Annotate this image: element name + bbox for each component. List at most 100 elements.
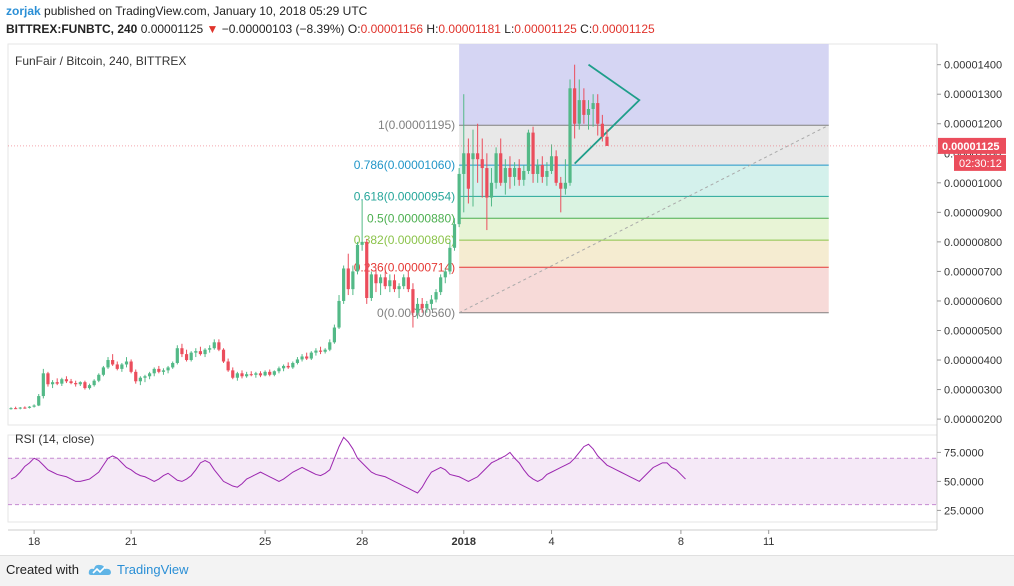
candle-body [471, 153, 475, 160]
price-tick-label: 0.00000400 [944, 355, 1002, 367]
candle-body [64, 379, 69, 382]
candle-body [605, 136, 609, 146]
last-price-badge-label: 0.00001125 [942, 141, 1000, 153]
candle-body [586, 108, 591, 115]
chart-title: FunFair / Bitcoin, 240, BITTREX [15, 54, 186, 68]
open-value: 0.00001156 [360, 22, 424, 36]
price-tick-label: 0.00000800 [944, 237, 1002, 249]
chart-area[interactable]: 1(0.00001195) 0.786(0.00001060) 0.618(0.00… [0, 40, 1014, 555]
candle-body [337, 300, 341, 328]
candle-body [249, 374, 253, 376]
candle-body [41, 373, 45, 397]
candle-body [397, 286, 401, 290]
time-tick-label: 8 [678, 536, 684, 548]
candle-body [175, 348, 179, 363]
candle-body [531, 132, 535, 174]
candle-body [485, 168, 489, 198]
candle-body [194, 351, 198, 353]
triangle-pattern [574, 63, 641, 165]
candle-body [365, 241, 369, 298]
candle-body [351, 271, 355, 290]
countdown-badge [954, 154, 1006, 171]
candle-body [318, 350, 323, 352]
price-axis[interactable]: 0.00000200 0.00000300 0.00000400 0.00000500… [937, 60, 1006, 426]
time-tick-label: 4 [548, 536, 554, 548]
candle-body [226, 361, 230, 371]
fib-zone [459, 196, 829, 219]
candle-body [332, 327, 336, 343]
rsi-pane-frame [7, 434, 938, 523]
time-axis[interactable]: 18 21 25 28 2018 4 8 11 [28, 530, 774, 548]
tradingview-cloud-icon [88, 564, 111, 575]
candle-body [466, 153, 470, 189]
candle-body [245, 374, 249, 377]
candle-body [120, 364, 124, 369]
candle-body [78, 382, 82, 385]
candle-body [55, 382, 59, 384]
rsi-line [10, 436, 686, 494]
candle-body [208, 348, 212, 350]
candle-body [258, 373, 263, 376]
candle-body [92, 380, 96, 386]
candle-body [23, 407, 27, 409]
candle-body [392, 280, 397, 290]
price-tick-label: 0.00001000 [944, 178, 1002, 190]
candle-body [388, 280, 392, 287]
candle-body [106, 360, 110, 368]
candle-body [263, 371, 267, 376]
candle-body [439, 277, 443, 293]
candle-body [180, 348, 184, 355]
candle-body [448, 247, 452, 272]
candle-body [402, 277, 406, 287]
candle-body [60, 379, 64, 384]
candle-body [425, 303, 429, 309]
candle-body [32, 405, 36, 407]
candle-body [268, 371, 272, 375]
publish-info: zorjak published on TradingView.com, Jan… [6, 4, 367, 18]
candle-body [476, 153, 480, 160]
candle-body [346, 268, 350, 290]
rsi-label: RSI (14, close) [15, 432, 94, 446]
candle-body [503, 168, 507, 183]
candle-body [323, 349, 327, 352]
author-link[interactable]: zorjak [6, 4, 41, 18]
close-value: 0.00001125 [592, 22, 655, 36]
candle-body [217, 342, 221, 350]
candle-body [50, 382, 55, 385]
last-price: 0.00001125 [140, 22, 204, 36]
candle-body [512, 168, 517, 177]
rsi-pane: 25.0000 50.0000 75.0000 [8, 436, 984, 517]
price-tick-label: 0.00001300 [944, 89, 1002, 101]
candle-body [411, 289, 415, 313]
candle-body [115, 364, 119, 369]
candle-body [420, 303, 424, 309]
close-label: C: [580, 22, 593, 36]
tradingview-link[interactable]: TradingView [117, 562, 189, 577]
fib-level-label: 1(0.00001195) [378, 118, 455, 132]
candle-body [559, 182, 563, 189]
fib-level-label: 0.382(0.00000806) [354, 233, 455, 247]
trend-drawings[interactable] [574, 63, 641, 165]
open-label: O: [347, 22, 361, 36]
candle-body [189, 352, 193, 361]
change-down-icon: ▼ [206, 22, 219, 36]
candle-body [536, 165, 540, 174]
candle-body [429, 299, 434, 304]
ohlc-legend: BITTREX:FUNBTC, 240 0.00001125 ▼ −0.0000… [6, 22, 655, 36]
published-text: published on TradingView.com, January 10… [44, 4, 368, 18]
fibonacci-retracement[interactable]: 1(0.00001195) 0.786(0.00001060) 0.618(0.00… [354, 44, 829, 320]
time-tick-label: 21 [125, 536, 137, 548]
last-price-badge [938, 137, 1006, 154]
candle-body [295, 359, 300, 363]
candle-body [212, 342, 216, 349]
candle-body [281, 365, 286, 369]
candle-body [540, 165, 544, 177]
candle-body [203, 349, 207, 355]
candle-body [305, 356, 309, 359]
candle-body [129, 361, 133, 372]
candle-body [286, 365, 290, 368]
candle-body [328, 342, 332, 350]
candle-body [383, 277, 387, 287]
candle-body [480, 159, 484, 169]
time-tick-label: 25 [259, 536, 271, 548]
